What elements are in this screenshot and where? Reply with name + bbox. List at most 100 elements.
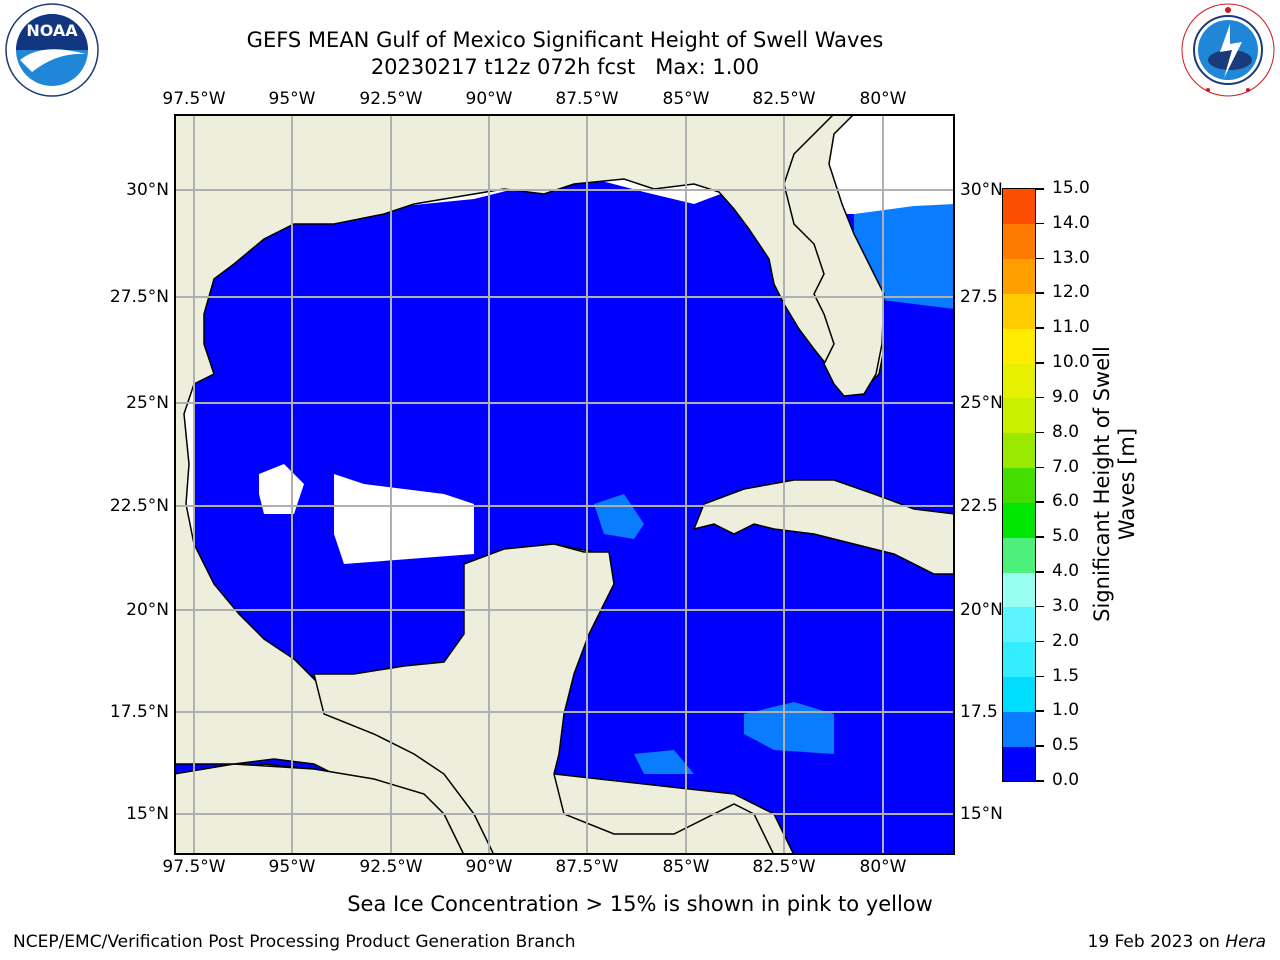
- colorbar-tick-mark: [1036, 327, 1044, 329]
- colorbar-tick-label: 7.0: [1052, 456, 1080, 477]
- colorbar-tick-label: 10.0: [1052, 352, 1090, 373]
- lon-label-bottom: 95°W: [268, 857, 316, 877]
- colorbar-tick-mark: [1036, 222, 1044, 225]
- colorbar-band: [1003, 467, 1035, 503]
- colorbar-band: [1003, 432, 1035, 469]
- colorbar-tick-label: 4.0: [1052, 561, 1080, 582]
- lon-label-bottom: 90°W: [465, 857, 513, 877]
- colorbar-tick-label: 13.0: [1052, 247, 1090, 268]
- colorbar-tick-label: 3.0: [1052, 595, 1080, 616]
- swell-patch-caribbean: [744, 702, 834, 754]
- colorbar-band: [1003, 676, 1035, 712]
- colorbar-tick-label: 6.0: [1052, 491, 1080, 512]
- map-subtitle: 20230217 t12z 072h fcst Max: 1.00: [370, 55, 760, 79]
- colorbar-band: [1003, 746, 1035, 782]
- colorbar-band: [1003, 328, 1035, 364]
- footer-date: 19 Feb 2023 on Hera: [1088, 932, 1266, 952]
- lat-label-left: 22.5°N: [109, 496, 169, 516]
- lat-label-right: 22.5: [960, 496, 998, 516]
- colorbar-tick-mark: [1036, 675, 1044, 678]
- map-panel: [173, 113, 956, 856]
- land-cuba: [692, 479, 956, 575]
- lat-label-left: 30°N: [126, 180, 169, 200]
- colorbar-tick-mark: [1036, 257, 1044, 260]
- colorbar-tick-mark: [1036, 640, 1044, 643]
- colorbar-tick-label: 0.5: [1052, 735, 1080, 756]
- lon-label-top: 82.5°W: [752, 89, 816, 109]
- colorbar-tick-mark: [1036, 188, 1044, 190]
- colorbar-tick-mark: [1036, 780, 1044, 782]
- colorbar-band: [1003, 363, 1035, 399]
- footer-credit: NCEP/EMC/Verification Post Processing Pr…: [13, 932, 576, 952]
- lat-label-right: 27.5: [960, 287, 998, 307]
- nws-logo: [1178, 2, 1278, 102]
- sea-ice-note: Sea Ice Concentration > 15% is shown in …: [347, 892, 933, 916]
- lat-label-left: 27.5°N: [109, 287, 169, 307]
- lat-label-right: 17.5: [960, 702, 998, 722]
- colorbar-tick-mark: [1036, 396, 1044, 399]
- lat-label-right: 25°N: [960, 393, 1003, 413]
- colorbar-tick-label: 9.0: [1052, 386, 1080, 407]
- colorbar: [1002, 188, 1036, 782]
- lon-label-bottom: 97.5°W: [162, 857, 226, 877]
- colorbar-tick-mark: [1036, 536, 1044, 538]
- land-florida: [783, 113, 885, 397]
- colorbar-tick-mark: [1036, 292, 1044, 294]
- colorbar-ticks: 0.0 0.5 1.0 1.5 2.0 3.0 4.0 5.0 6.0 7.0 8.0 9.0 10.0…: [1036, 178, 1096, 790]
- lon-label-top: 95°W: [268, 89, 316, 109]
- colorbar-tick-mark: [1036, 501, 1044, 503]
- lon-label-bottom: 80°W: [859, 857, 907, 877]
- colorbar-tick-label: 1.0: [1052, 700, 1080, 721]
- colorbar-tick-label: 5.0: [1052, 526, 1080, 547]
- lat-label-left: 15°N: [126, 804, 169, 824]
- colorbar-band: [1003, 223, 1035, 260]
- lon-label-bottom: 82.5°W: [752, 857, 816, 877]
- colorbar-band: [1003, 641, 1035, 678]
- colorbar-band: [1003, 189, 1035, 225]
- lon-label-bottom: 87.5°W: [555, 857, 619, 877]
- colorbar-band: [1003, 293, 1035, 329]
- map-grid: [174, 114, 955, 855]
- colorbar-tick-mark: [1036, 745, 1044, 747]
- footer-date-text: 19 Feb 2023 on: [1087, 932, 1226, 952]
- colorbar-band: [1003, 537, 1035, 573]
- colorbar-tick-mark: [1036, 710, 1044, 712]
- colorbar-tick-label: 12.0: [1052, 282, 1090, 303]
- lon-label-top: 80°W: [859, 89, 907, 109]
- lon-label-top: 90°W: [465, 89, 513, 109]
- colorbar-tick-label: 8.0: [1052, 421, 1080, 442]
- lat-label-left: 17.5°N: [109, 702, 169, 722]
- colorbar-tick-mark: [1036, 466, 1044, 469]
- colorbar-band: [1003, 711, 1035, 747]
- footer-host: Hera: [1225, 932, 1266, 952]
- lon-label-bottom: 92.5°W: [359, 857, 423, 877]
- colorbar-tick-mark: [1036, 605, 1044, 608]
- lon-label-top: 97.5°W: [162, 89, 226, 109]
- noaa-logo: NOAA: [2, 2, 102, 102]
- colorbar-tick-label: 14.0: [1052, 212, 1090, 233]
- colorbar-band: [1003, 572, 1035, 608]
- map-title: GEFS MEAN Gulf of Mexico Significant Hei…: [246, 28, 884, 52]
- lon-label-top: 87.5°W: [555, 89, 619, 109]
- lat-label-right: 20°N: [960, 600, 1003, 620]
- colorbar-band: [1003, 258, 1035, 294]
- svg-text:NOAA: NOAA: [26, 21, 78, 40]
- colorbar-tick-mark: [1036, 362, 1044, 364]
- colorbar-bands: [1003, 189, 1035, 782]
- colorbar-band: [1003, 606, 1035, 643]
- colorbar-tick-label: 11.0: [1052, 317, 1090, 338]
- lat-label-left: 20°N: [126, 600, 169, 620]
- swell-patch-honduras: [634, 750, 694, 774]
- lat-label-right: 30°N: [960, 180, 1003, 200]
- colorbar-label: Significant Height of Swell Waves [m]: [1090, 346, 1139, 622]
- colorbar-tick-label: 2.0: [1052, 630, 1080, 651]
- colorbar-tick-mark: [1036, 571, 1044, 573]
- lat-label-left: 25°N: [126, 393, 169, 413]
- colorbar-tick-label: 0.0: [1052, 770, 1080, 790]
- colorbar-tick-label: 1.5: [1052, 665, 1080, 686]
- lon-label-top: 92.5°W: [359, 89, 423, 109]
- lon-label-bottom: 85°W: [662, 857, 710, 877]
- colorbar-tick-mark: [1036, 431, 1044, 434]
- swell-patch-florida: [854, 204, 955, 309]
- lon-label-top: 85°W: [662, 89, 710, 109]
